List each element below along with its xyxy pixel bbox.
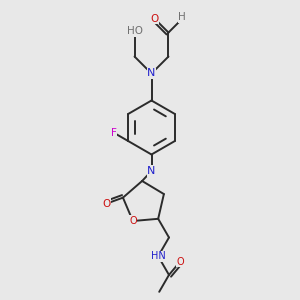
Text: O: O: [176, 256, 184, 267]
Text: H: H: [178, 12, 186, 22]
Text: HO: HO: [127, 26, 142, 36]
Text: O: O: [129, 216, 137, 226]
Text: O: O: [102, 199, 110, 209]
Text: O: O: [151, 14, 159, 24]
Text: N: N: [147, 68, 156, 79]
Text: N: N: [147, 166, 156, 176]
Text: HN: HN: [151, 251, 166, 261]
Text: F: F: [111, 128, 117, 138]
